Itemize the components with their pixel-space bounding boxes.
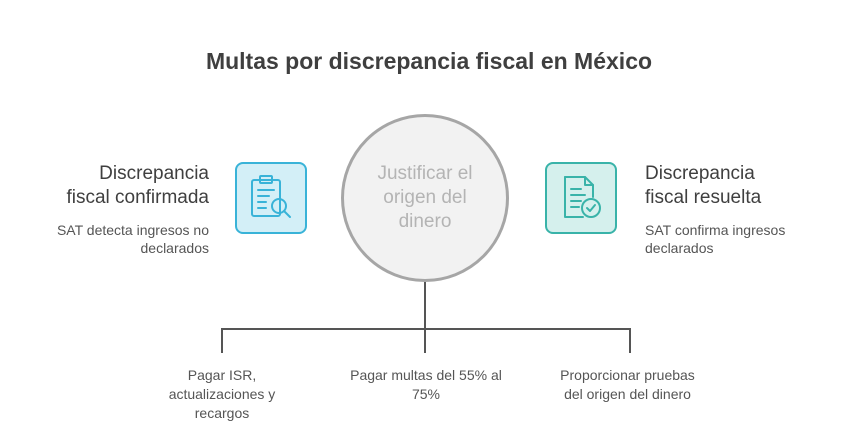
right-card-desc-line1: SAT confirma ingresos <box>645 222 786 238</box>
outcome-label-proporcionar-pruebas: Proporcionar pruebas del origen del dine… <box>545 366 710 404</box>
left-card-title: Discrepancia fiscal confirmada <box>20 162 209 210</box>
left-card-desc-line1: SAT detecta ingresos no <box>56 222 209 238</box>
outcome-2-line2: 75% <box>411 386 441 402</box>
left-card: Discrepancia fiscal confirmada SAT detec… <box>20 162 209 257</box>
diagram-title: Multas por discrepancia fiscal en México <box>205 48 653 74</box>
left-card-desc-line2: declarados <box>140 240 210 256</box>
right-card-title: Discrepancia fiscal resuelta <box>645 162 840 210</box>
outcome-1-line3: recargos <box>194 405 250 421</box>
center-node: Justificar el origen del dinero <box>341 114 509 282</box>
right-card-title-line1: Discrepancia <box>645 163 755 184</box>
outcome-3-line2: del origen del dinero <box>564 386 691 402</box>
outcome-3-line1: Proporcionar pruebas <box>560 367 695 383</box>
left-card-description: SAT detecta ingresos no declarados <box>20 221 209 257</box>
left-card-title-line2: fiscal confirmada <box>66 187 209 208</box>
right-card: Discrepancia fiscal resuelta SAT confirm… <box>645 162 840 257</box>
document-check-icon <box>545 162 617 234</box>
right-card-title-line2: fiscal resuelta <box>645 187 762 208</box>
left-card-title-line1: Discrepancia <box>99 163 209 184</box>
right-card-description: SAT confirma ingresos declarados <box>645 221 840 257</box>
center-node-label: Justificar el origen del dinero <box>377 163 473 232</box>
outcome-2-line1: Pagar multas del 55% al <box>350 367 502 383</box>
right-card-desc-line2: declarados <box>645 240 714 256</box>
outcome-label-pagar-isr: Pagar ISR, actualizaciones y recargos <box>150 366 294 423</box>
outcome-label-pagar-multas: Pagar multas del 55% al 75% <box>342 366 510 404</box>
outcome-1-line1: Pagar ISR, <box>187 367 257 383</box>
outcome-1-line2: actualizaciones y <box>168 386 276 402</box>
clipboard-search-icon <box>235 162 307 234</box>
